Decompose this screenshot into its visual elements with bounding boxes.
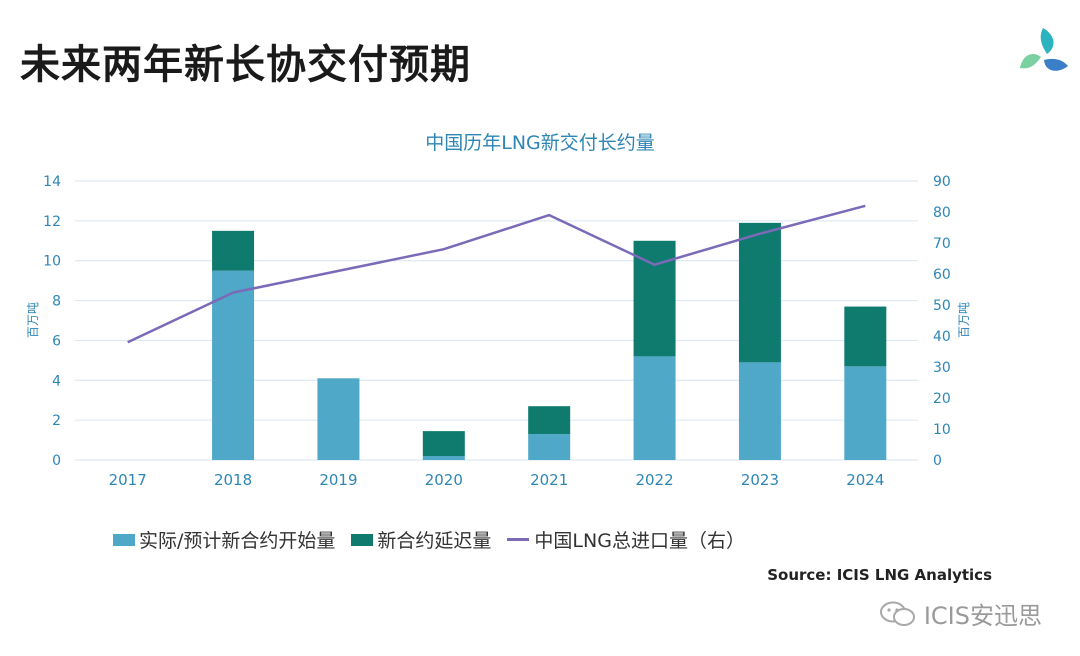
y-tick-label: 8 (52, 294, 61, 310)
source-note: Source: ICIS LNG Analytics (767, 566, 992, 584)
y2-tick-label: 70 (933, 236, 951, 252)
y2-tick-label: 90 (933, 174, 951, 190)
watermark-text: ICIS安迅思 (923, 602, 1042, 630)
y-tick-label: 14 (43, 174, 61, 190)
y-tick-label: 4 (52, 373, 61, 389)
bar-actual (844, 366, 887, 460)
y-tick-label: 0 (52, 453, 61, 469)
legend-item-delayed: 新合约延迟量 (351, 526, 491, 553)
legend-item-imports: 中国LNG总进口量（右） (507, 526, 745, 553)
import-volume-line (127, 204, 866, 344)
y2-tick-label: 30 (933, 360, 951, 376)
bar-delayed (212, 230, 255, 271)
x-tick-label: 2017 (109, 471, 147, 489)
x-tick-label: 2019 (319, 471, 357, 489)
page-title: 未来两年新长协交付预期 (20, 42, 471, 88)
bar-actual (422, 456, 465, 460)
y-tick-label: 6 (52, 333, 61, 349)
y2-axis-label: 百万吨 (957, 302, 971, 338)
bar-actual (528, 434, 571, 460)
icis-logo-icon (1020, 28, 1068, 71)
chart-legend: 实际/预计新合约开始量 新合约延迟量 中国LNG总进口量（右） (113, 526, 761, 553)
legend-item-actual: 实际/预计新合约开始量 (113, 526, 335, 553)
y2-tick-label: 80 (933, 205, 951, 221)
wechat-watermark: ICIS安迅思 (878, 596, 1042, 631)
chart-plot: 0 2 4 6 8 10 12 14 0 10 20 30 40 50 60 70 80 90 2017 2018 20… (26, 174, 971, 489)
y2-tick-label: 10 (933, 422, 951, 438)
chart-title: 中国历年LNG新交付长约量 (425, 132, 655, 154)
bar-actual (212, 270, 255, 460)
y-tick-label: 2 (52, 413, 61, 429)
bar-actual (317, 378, 360, 460)
bar-delayed (738, 222, 781, 363)
y2-tick-label: 0 (933, 453, 942, 469)
x-tick-label: 2018 (214, 471, 252, 489)
bar-delayed (528, 406, 571, 435)
y-tick-label: 12 (43, 214, 61, 230)
y2-tick-label: 20 (933, 391, 951, 407)
bar-actual (738, 362, 781, 460)
x-tick-label: 2024 (846, 471, 884, 489)
y2-tick-label: 50 (933, 298, 951, 314)
y-tick-label: 10 (43, 254, 61, 270)
legend-swatch-imports (507, 538, 530, 541)
legend-swatch-delayed (351, 533, 374, 546)
wechat-icon (879, 601, 915, 626)
bar-delayed (844, 306, 887, 367)
y2-tick-label: 60 (933, 267, 951, 283)
y-axis-label: 百万吨 (26, 302, 40, 338)
legend-label-delayed: 新合约延迟量 (377, 530, 492, 552)
bar-actual (633, 356, 676, 460)
x-tick-label: 2021 (530, 471, 568, 489)
legend-swatch-actual (113, 533, 135, 546)
y2-tick-label: 40 (933, 329, 951, 345)
bar-delayed (422, 431, 465, 457)
legend-label-imports: 中国LNG总进口量（右） (534, 530, 745, 552)
x-tick-label: 2020 (425, 471, 463, 489)
x-tick-label: 2023 (741, 471, 779, 489)
legend-label-actual: 实际/预计新合约开始量 (139, 530, 336, 552)
x-tick-label: 2022 (635, 471, 673, 489)
